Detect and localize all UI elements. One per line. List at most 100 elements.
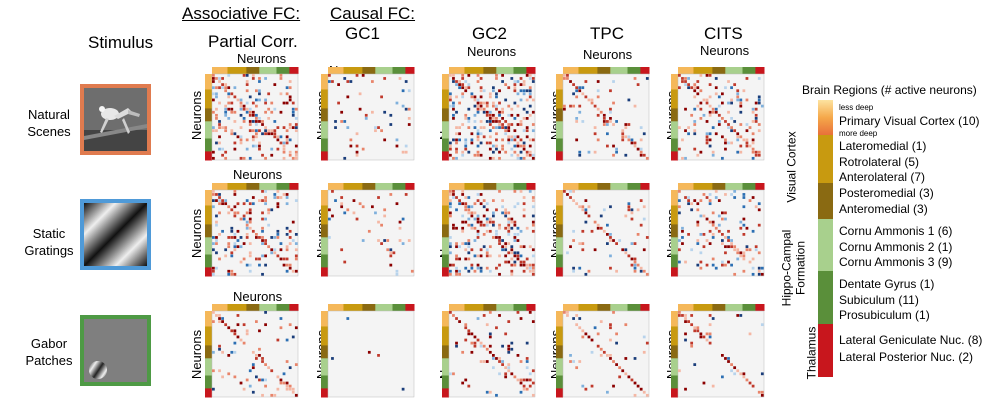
matrix-cell [452,77,455,80]
matrix-region-band-top [464,183,484,190]
matrix-cell [261,360,264,363]
matrix-cell [346,317,350,320]
matrix-cell [708,229,712,233]
matrix-cell [587,205,591,209]
matrix-region-band-top [627,67,641,74]
matrix-cell [684,317,687,320]
matrix-cell [495,74,498,77]
matrix-cell [633,141,637,145]
matrix-cell [522,117,526,120]
matrix-cell [736,257,740,261]
matrix-cell [633,381,637,385]
matrix-cell [279,381,283,385]
matrix-cell [684,129,687,133]
matrix-cell [507,141,511,145]
matrix-cell [519,83,523,86]
matrix-cell [467,117,471,120]
matrix-cell [233,190,237,193]
matrix-cell [258,117,261,120]
matrix-cell [584,387,588,391]
matrix-cell [736,248,740,252]
matrix-cell [239,245,243,249]
matrix-cell [522,245,526,249]
matrix-cell [615,332,618,336]
matrix-cell [224,86,228,90]
matrix-region-band-top [693,304,713,311]
matrix-cell [519,317,523,320]
matrix-cell [221,153,224,157]
matrix-cell [714,107,718,111]
matrix-cell [621,129,625,133]
matrix-cell [488,269,492,273]
matrix-cell [528,311,532,314]
matrix-cell [291,220,295,224]
matrix-cell [721,117,724,120]
matrix-cell [507,363,511,366]
matrix-cell [485,223,489,227]
matrix-cell [449,263,452,267]
matrix-cell [276,202,280,206]
matrix-cell [498,89,501,93]
matrix-cell [572,92,575,96]
matrix-cell [495,77,498,80]
matrix-cell [528,378,532,382]
matrix-cell [618,375,622,379]
matrix-cell [239,98,243,102]
matrix-cell [258,80,261,83]
matrix-cell [258,263,261,267]
matrix-cell [267,208,271,212]
matrix-cell [398,239,402,242]
matrix-cell [261,242,264,245]
associative-fc-header: Associative FC: [182,4,301,23]
matrix-cell [528,269,532,273]
matrix-region-band-left [671,358,678,376]
matrix-cell [510,107,514,111]
matrix-cell [251,110,255,114]
matrix-cell [294,248,298,252]
matrix-cell [276,233,280,236]
matrix-cell [721,233,724,236]
matrix-region-band-top [246,183,260,190]
matrix-cell [633,77,637,80]
matrix-cell [212,92,215,96]
matrix-region-band-top [449,67,465,74]
matrix-cell [233,211,237,215]
matrix-cell [751,107,755,111]
matrix-cell [519,254,523,258]
matrix-cell [678,86,681,90]
matrix-region-band-left [671,375,678,389]
matrix-region-band-top [464,304,484,311]
matrix-cell [473,113,477,117]
matrix-cell [528,77,532,80]
matrix-cell [504,98,508,102]
matrix-cell [233,141,237,145]
matrix-region-band-left [442,121,449,139]
matrix-cell [488,92,492,96]
matrix-cell [717,214,721,218]
matrix-region-band-left [321,224,328,238]
matrix-cell [492,214,495,218]
matrix-cell [705,263,709,267]
matrix-cell [705,132,709,136]
matrix-cell [633,144,637,148]
matrix-cell [630,242,634,245]
matrix-cell [485,208,489,212]
matrix-cell [566,311,569,314]
matrix-region-band-left [442,358,449,376]
matrix-cell [473,126,477,129]
matrix-region-band-left [671,254,678,268]
matrix-cell [294,254,298,258]
matrix-cell [458,132,461,136]
matrix-cell [612,144,615,148]
matrix-cell [581,120,585,123]
matrix-cell [212,98,215,102]
matrix-cell [501,107,504,111]
matrix-cell [255,117,258,120]
matrix-cell [572,229,575,233]
matrix-region-band-left [205,205,212,225]
matrix-cell [288,80,292,83]
matrix-cell [498,120,501,123]
matrix-cell [745,144,749,148]
matrix-cell [504,242,508,245]
matrix-region-band-left [205,224,212,238]
